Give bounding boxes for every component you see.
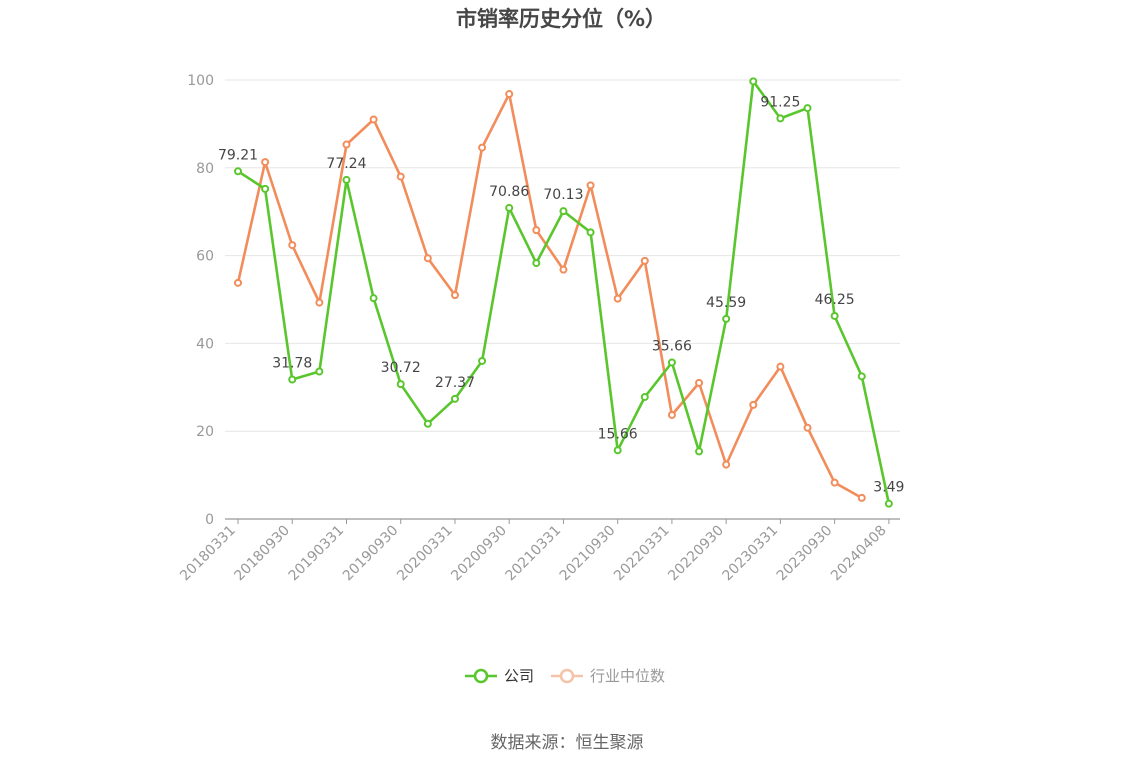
- data-point: [342, 140, 351, 149]
- data-point: [559, 265, 568, 274]
- data-point: [478, 143, 487, 152]
- x-tick-label: 20230930: [774, 523, 836, 585]
- data-point: [749, 400, 758, 409]
- data-label: 79.21: [218, 147, 258, 163]
- data-point: [803, 423, 812, 432]
- series-line-industry-median: [236, 92, 863, 500]
- data-point: [830, 478, 839, 487]
- data-point: [803, 104, 812, 113]
- y-tick-label: 60: [196, 249, 214, 265]
- data-point: [640, 392, 649, 401]
- data-point: [722, 314, 731, 323]
- data-point: [342, 175, 351, 184]
- data-label: 45.59: [706, 295, 746, 311]
- x-tick-label: 20200930: [448, 523, 510, 585]
- grid: [225, 79, 900, 432]
- source-note: 数据来源：恒生聚源: [491, 733, 644, 753]
- data-label: 35.66: [652, 338, 692, 354]
- data-point: [613, 294, 622, 303]
- data-point: [261, 158, 270, 167]
- data-point: [776, 362, 785, 371]
- data-point: [667, 358, 676, 367]
- legend-marker: [559, 668, 575, 684]
- y-tick-label: 20: [196, 424, 214, 440]
- legend-item-company[interactable]: 公司: [465, 667, 534, 685]
- data-label: 91.25: [760, 94, 800, 110]
- data-point: [423, 419, 432, 428]
- chart-title: 市销率历史分位（%）: [456, 7, 666, 31]
- data-point: [695, 378, 704, 387]
- data-label: 30.72: [381, 360, 421, 376]
- data-labels: 79.21 31.78 77.24 30.72 27.37 70.86 70.13 15.66…: [218, 94, 905, 495]
- data-point: [749, 77, 758, 86]
- data-point: [423, 254, 432, 263]
- x-tick-label: 20190331: [286, 523, 348, 585]
- data-label: 31.78: [272, 355, 312, 371]
- x-tick-label: 20230331: [720, 523, 782, 585]
- data-point: [722, 460, 731, 469]
- x-tick-label: 20220331: [611, 523, 673, 585]
- y-tick-label: 0: [205, 512, 214, 528]
- data-point: [315, 298, 324, 307]
- data-label: 27.37: [435, 375, 475, 391]
- data-point: [234, 167, 242, 176]
- data-point: [857, 493, 866, 502]
- data-point: [532, 259, 541, 268]
- y-tick-label: 100: [187, 73, 214, 89]
- data-point: [532, 226, 541, 235]
- legend-marker: [473, 668, 489, 684]
- y-tick-label: 40: [196, 336, 214, 352]
- data-point: [234, 278, 242, 287]
- data-point: [884, 499, 893, 508]
- data-point: [667, 410, 676, 419]
- y-tick-label: 80: [196, 161, 214, 177]
- data-point: [613, 446, 622, 455]
- data-point: [396, 380, 405, 389]
- legend-item-industry-median[interactable]: 行业中位数: [551, 667, 665, 685]
- data-point: [830, 311, 839, 320]
- x-tick-label: 20210930: [557, 523, 619, 585]
- legend-label: 行业中位数: [590, 667, 665, 685]
- data-point: [478, 356, 487, 365]
- x-tick-label: 20240408: [828, 523, 890, 585]
- data-label: 3.49: [873, 480, 904, 496]
- data-label: 70.13: [543, 187, 583, 203]
- x-tick-label: 20190930: [340, 523, 402, 585]
- data-point: [586, 181, 595, 190]
- data-label: 77.24: [326, 156, 366, 172]
- data-point: [857, 372, 866, 381]
- legend[interactable]: 公司 行业中位数: [465, 667, 665, 685]
- series-layer: [234, 77, 893, 508]
- data-point: [559, 207, 568, 216]
- data-point: [640, 256, 649, 265]
- data-point: [505, 90, 514, 99]
- data-point: [450, 394, 459, 403]
- x-tick-label: 20180930: [231, 523, 293, 585]
- x-tick-label: 20210331: [503, 523, 565, 585]
- data-point: [369, 115, 378, 124]
- data-point: [288, 375, 297, 384]
- data-point: [695, 447, 704, 456]
- data-point: [505, 203, 514, 212]
- x-tick-label: 20200331: [394, 523, 456, 585]
- data-point: [586, 228, 595, 237]
- data-point: [450, 291, 459, 300]
- data-label: 70.86: [489, 184, 529, 200]
- series-line-company: [237, 80, 891, 504]
- data-label: 15.66: [598, 426, 638, 442]
- data-point: [288, 241, 297, 250]
- x-tick-label: 20220930: [665, 523, 727, 585]
- data-point: [261, 184, 270, 193]
- data-point: [396, 172, 405, 181]
- x-tick-label: 20180331: [177, 523, 239, 585]
- data-point: [315, 367, 324, 376]
- data-point: [776, 114, 785, 123]
- legend-label: 公司: [504, 667, 534, 685]
- data-point: [369, 294, 378, 303]
- data-label: 46.25: [815, 292, 855, 308]
